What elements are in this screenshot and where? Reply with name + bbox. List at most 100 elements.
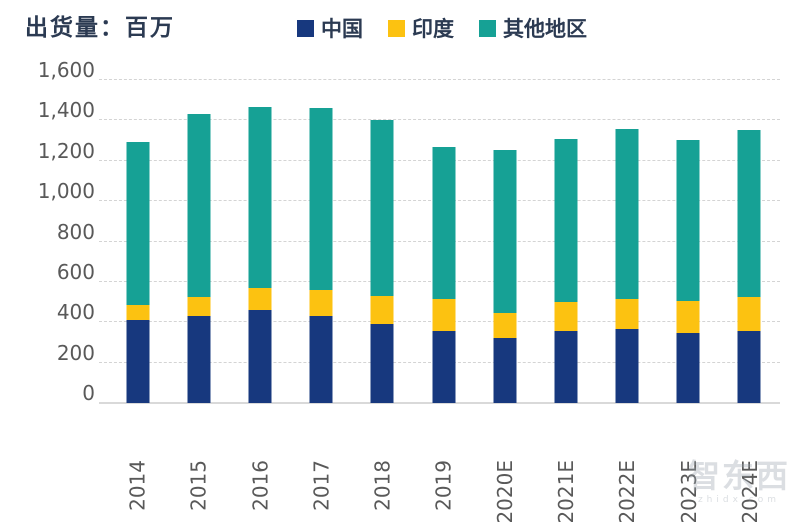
bar-segment-other-regions-2024E <box>737 130 761 298</box>
bar-segment-other-regions-2021E <box>554 138 578 303</box>
bar-2020E <box>493 149 517 403</box>
bar-2024E <box>737 130 761 403</box>
legend-label-other-regions: 其他地区 <box>503 16 587 41</box>
bar-segment-china-2020E <box>493 338 517 403</box>
bar-2023E <box>676 139 700 403</box>
x-label-wrap-2021E: 2021E <box>535 403 596 523</box>
bar-slot-2014: 2014 <box>107 80 168 511</box>
bar-segment-india-2020E <box>493 313 517 339</box>
bars-container: 2014 2015 2016 2017 2018 2019 2020E 2021E 2022E 2… <box>107 80 780 523</box>
legend-label-china: 中国 <box>321 16 363 41</box>
chart-title: 出货量：百万 <box>25 14 175 41</box>
legend-swatch-china <box>297 19 314 37</box>
x-label-wrap-2016: 2016 <box>229 403 290 511</box>
bar-segment-india-2021E <box>554 302 578 332</box>
x-axis-label-2017: 2017 <box>309 460 334 511</box>
bar-segment-india-2016 <box>248 287 272 311</box>
bar-segment-china-2014 <box>126 320 150 403</box>
y-axis-tick-label-800: 800 <box>56 219 95 244</box>
x-label-wrap-2015: 2015 <box>168 403 229 511</box>
bar-segment-china-2022E <box>615 329 639 403</box>
x-label-wrap-2022E: 2022E <box>597 403 658 523</box>
x-axis-label-2018: 2018 <box>370 460 395 511</box>
y-axis-tick-label-1600: 1,600 <box>37 58 95 82</box>
x-axis-label-2015: 2015 <box>186 460 211 511</box>
bar-segment-china-2019 <box>432 331 456 403</box>
gridline-1600 <box>99 79 780 80</box>
x-label-wrap-2020E: 2020E <box>474 403 535 523</box>
x-axis-label-2014: 2014 <box>125 460 150 511</box>
bar-segment-india-2015 <box>187 297 211 317</box>
bar-slot-2018: 2018 <box>352 80 413 511</box>
bar-2022E <box>615 129 639 403</box>
x-axis-label-2020E: 2020E <box>492 460 517 523</box>
x-label-wrap-2023E: 2023E <box>658 403 719 523</box>
legend-item-india: 印度 <box>388 13 454 43</box>
bar-segment-china-2018 <box>370 324 394 403</box>
bar-segment-other-regions-2015 <box>187 114 211 298</box>
bar-segment-china-2015 <box>187 316 211 403</box>
bar-slot-2024E: 2024E <box>719 80 780 523</box>
bar-segment-india-2024E <box>737 297 761 332</box>
legend-swatch-india <box>388 19 405 37</box>
legend-swatch-other-regions <box>479 19 496 37</box>
gridline-1400 <box>99 119 780 121</box>
legend-item-other-regions: 其他地区 <box>479 13 587 43</box>
x-axis-label-2019: 2019 <box>431 460 456 511</box>
plot-area: 2014 2015 2016 2017 2018 2019 2020E 2021E 2022E 2… <box>99 79 780 523</box>
bar-slot-2015: 2015 <box>168 80 229 511</box>
x-axis-label-2016: 2016 <box>247 460 272 511</box>
x-label-wrap-2024E: 2024E <box>719 403 780 523</box>
x-label-wrap-2019: 2019 <box>413 403 474 511</box>
bar-slot-2019: 2019 <box>413 80 474 511</box>
y-axis-tick-label-200: 200 <box>56 340 95 365</box>
bar-segment-other-regions-2023E <box>676 139 700 302</box>
y-axis-tick-label-1400: 1,400 <box>37 98 95 123</box>
bar-segment-other-regions-2019 <box>432 146 456 300</box>
y-axis-tick-label-0: 0 <box>82 381 95 405</box>
bar-segment-other-regions-2022E <box>615 129 639 300</box>
x-label-wrap-2018: 2018 <box>352 403 413 511</box>
x-axis-label-2023E: 2023E <box>676 460 701 523</box>
bar-slot-2020E: 2020E <box>474 80 535 523</box>
bar-segment-india-2023E <box>676 301 700 334</box>
bar-2017 <box>309 108 333 403</box>
bar-2014 <box>126 141 150 403</box>
bar-segment-india-2019 <box>432 299 456 332</box>
x-axis-label-2022E: 2022E <box>615 460 640 523</box>
bar-2015 <box>187 114 211 403</box>
bar-segment-india-2022E <box>615 299 639 330</box>
x-label-wrap-2017: 2017 <box>291 403 352 511</box>
bar-2021E <box>554 138 578 403</box>
bar-slot-2023E: 2023E <box>658 80 719 523</box>
bar-segment-china-2023E <box>676 333 700 403</box>
y-axis-tick-label-400: 400 <box>56 300 95 325</box>
bar-segment-china-2024E <box>737 331 761 403</box>
y-axis-tick-label-1200: 1,200 <box>37 138 95 163</box>
bar-slot-2016: 2016 <box>229 80 290 511</box>
x-axis-label-2024E: 2024E <box>737 460 762 523</box>
x-label-wrap-2014: 2014 <box>107 403 168 511</box>
y-axis: 0 200 400 600 800 1,000 1,200 1,400 1,600 <box>0 60 95 405</box>
bar-slot-2017: 2017 <box>291 80 352 511</box>
bar-2016 <box>248 107 272 403</box>
y-axis-tick-label-1000: 1,000 <box>37 179 95 204</box>
bar-segment-other-regions-2016 <box>248 107 272 288</box>
bar-segment-india-2014 <box>126 305 150 321</box>
bar-segment-china-2017 <box>309 316 333 403</box>
bar-2019 <box>432 146 456 403</box>
x-axis-line <box>99 402 780 404</box>
y-axis-tick-label-600: 600 <box>56 259 95 284</box>
bar-segment-other-regions-2017 <box>309 108 333 290</box>
bar-slot-2021E: 2021E <box>535 80 596 523</box>
legend-label-india: 印度 <box>412 16 454 41</box>
bar-segment-china-2016 <box>248 310 272 403</box>
bar-segment-other-regions-2020E <box>493 149 517 314</box>
bar-segment-other-regions-2018 <box>370 120 394 297</box>
legend: 中国 印度 其他地区 <box>297 13 612 43</box>
legend-item-china: 中国 <box>297 13 363 43</box>
x-axis-label-2021E: 2021E <box>553 460 578 523</box>
bar-slot-2022E: 2022E <box>597 80 658 523</box>
bar-segment-india-2018 <box>370 296 394 325</box>
